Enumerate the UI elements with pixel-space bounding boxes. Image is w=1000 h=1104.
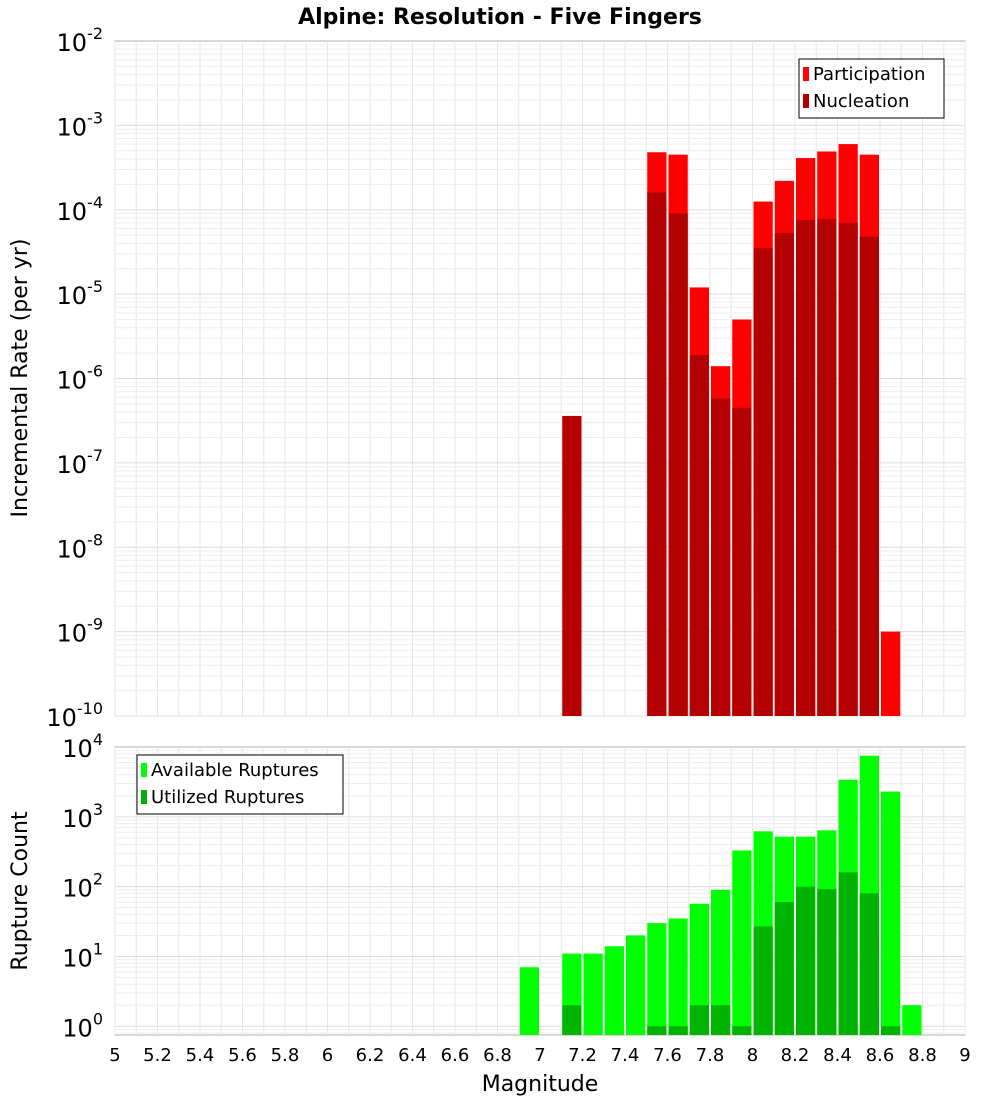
bar bbox=[774, 233, 794, 716]
bar bbox=[668, 918, 688, 1035]
legend-label: Utilized Ruptures bbox=[151, 787, 304, 808]
bar bbox=[711, 889, 731, 1035]
legend-swatch bbox=[803, 67, 809, 81]
bar bbox=[519, 967, 539, 1035]
bar bbox=[796, 886, 816, 1035]
x-tick-label: 8.8 bbox=[908, 1045, 937, 1066]
bar bbox=[859, 893, 879, 1035]
bar bbox=[711, 1005, 731, 1035]
bar bbox=[668, 213, 688, 717]
series-bottom-1 bbox=[562, 872, 901, 1035]
bar bbox=[753, 926, 773, 1035]
y-tick-label: 10-8 bbox=[57, 530, 104, 563]
x-tick-label: 5.2 bbox=[143, 1045, 172, 1066]
x-tick-label: 7.2 bbox=[568, 1045, 597, 1066]
bar bbox=[838, 872, 858, 1035]
bar bbox=[881, 1026, 901, 1035]
chart-title: Alpine: Resolution - Five Fingers bbox=[298, 5, 702, 30]
bar bbox=[689, 354, 709, 716]
legend-top: Participation Nucleation bbox=[798, 58, 945, 119]
bar bbox=[711, 398, 731, 716]
x-tick-label: 9 bbox=[959, 1045, 970, 1066]
y-tick-label: 103 bbox=[62, 800, 103, 833]
bar bbox=[859, 236, 879, 716]
y-tick-label: 10-3 bbox=[57, 108, 104, 141]
x-tick-label: 5.6 bbox=[228, 1045, 257, 1066]
x-tick-label: 8.2 bbox=[781, 1045, 810, 1066]
bar bbox=[796, 219, 816, 717]
x-tick-label: 7 bbox=[534, 1045, 545, 1066]
y-tick-label: 10-10 bbox=[46, 699, 103, 732]
bar bbox=[881, 631, 901, 716]
legend-swatch bbox=[141, 763, 147, 777]
legend-label: Nucleation bbox=[813, 91, 909, 112]
x-tick-label: 6.4 bbox=[398, 1045, 427, 1066]
legend-label: Participation bbox=[813, 64, 925, 85]
bar bbox=[562, 1005, 582, 1035]
x-tick-label: 8.6 bbox=[866, 1045, 895, 1066]
y-tick-label: 10-4 bbox=[57, 193, 104, 226]
y-tick-label: 102 bbox=[62, 870, 103, 903]
x-tick-label: 5.8 bbox=[271, 1045, 300, 1066]
bar bbox=[774, 902, 794, 1035]
bar bbox=[647, 192, 667, 717]
y-tick-label: 10-5 bbox=[57, 277, 104, 310]
bar bbox=[753, 248, 773, 717]
y-axis-label-top: Incremental Rate (per yr) bbox=[8, 239, 33, 518]
legend-bottom: Available Ruptures Utilized Ruptures bbox=[136, 754, 344, 815]
x-tick-label: 8 bbox=[747, 1045, 758, 1066]
legend-label: Available Ruptures bbox=[151, 760, 319, 781]
x-tick-label: 6.6 bbox=[441, 1045, 470, 1066]
bar bbox=[689, 1005, 709, 1035]
y-axis-label-bottom: Rupture Count bbox=[8, 811, 33, 971]
x-tick-label: 6.2 bbox=[356, 1045, 385, 1066]
y-tick-label: 10-7 bbox=[57, 446, 104, 479]
bar bbox=[902, 1005, 922, 1035]
bar bbox=[732, 1026, 752, 1035]
x-tick-labels: 5 5.2 5.4 5.6 5.8 6 6.2 6.4 6.6 6.8 7 7.2 7.4 7.6 7.8 8… bbox=[109, 1045, 970, 1066]
y-tick-label: 10-6 bbox=[57, 362, 104, 395]
x-tick-label: 6.8 bbox=[483, 1045, 512, 1066]
y-tick-labels-bottom: 100 101 102 103 104 bbox=[62, 730, 103, 1042]
y-tick-label: 104 bbox=[62, 730, 103, 763]
legend-box bbox=[798, 58, 945, 119]
bar bbox=[689, 903, 709, 1035]
x-tick-label: 8.4 bbox=[823, 1045, 852, 1066]
bar bbox=[732, 407, 752, 716]
y-tick-label: 10-2 bbox=[57, 24, 104, 57]
bar bbox=[817, 218, 837, 716]
bar bbox=[838, 222, 858, 716]
x-tick-label: 6 bbox=[322, 1045, 333, 1066]
x-tick-label: 7.8 bbox=[696, 1045, 725, 1066]
legend-box bbox=[136, 754, 344, 815]
y-tick-labels-top: 10-10 10-9 10-8 10-7 10-6 10-5 10-4 10-3 10-2 bbox=[46, 24, 103, 732]
x-tick-label: 7.6 bbox=[653, 1045, 682, 1066]
series-top-1 bbox=[562, 192, 879, 717]
grid-lines-top bbox=[114, 41, 966, 717]
bar bbox=[881, 791, 901, 1035]
y-tick-label: 10-9 bbox=[57, 615, 104, 648]
x-axis-label: Magnitude bbox=[482, 1072, 599, 1097]
bar bbox=[626, 935, 646, 1035]
bar bbox=[647, 1026, 667, 1035]
x-tick-label: 5.4 bbox=[186, 1045, 215, 1066]
bar bbox=[583, 953, 603, 1035]
bar bbox=[817, 889, 837, 1035]
bar bbox=[732, 850, 752, 1035]
x-tick-label: 7.4 bbox=[611, 1045, 640, 1066]
bar bbox=[562, 415, 582, 716]
y-tick-label: 100 bbox=[62, 1009, 103, 1042]
bar bbox=[668, 1026, 688, 1035]
bar bbox=[604, 946, 624, 1035]
bar bbox=[647, 923, 667, 1035]
legend-swatch bbox=[141, 790, 147, 804]
y-tick-label: 101 bbox=[62, 939, 103, 972]
x-tick-label: 5 bbox=[109, 1045, 120, 1066]
legend-swatch bbox=[803, 94, 809, 108]
